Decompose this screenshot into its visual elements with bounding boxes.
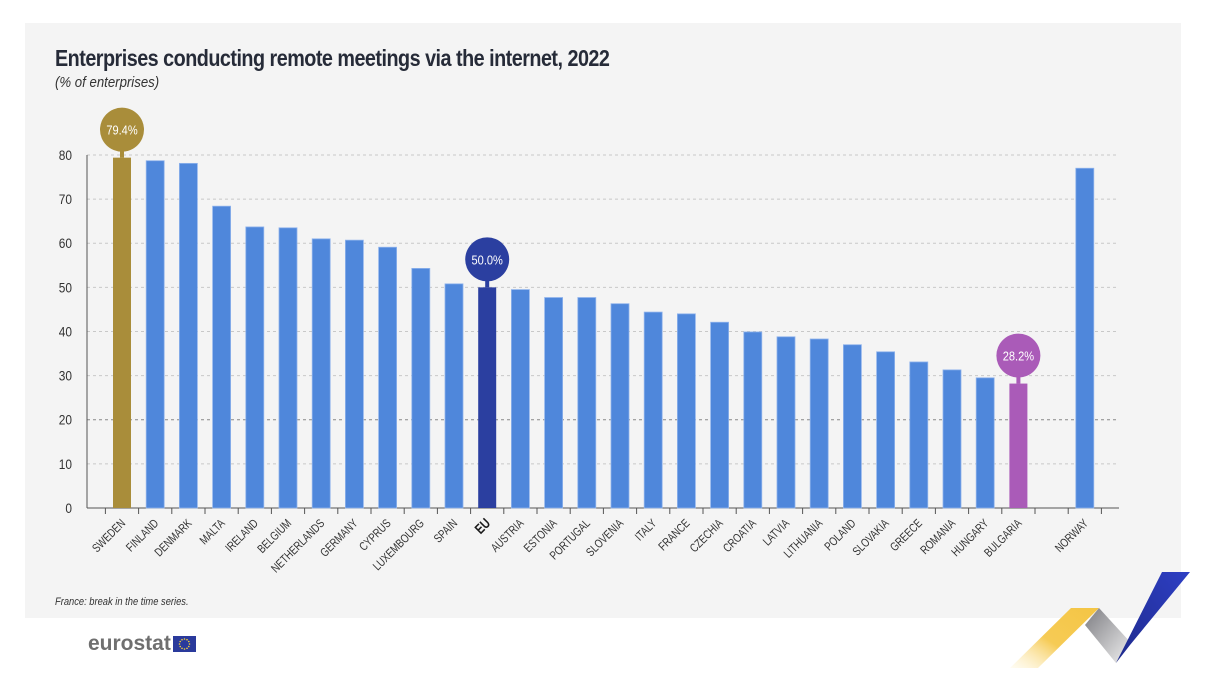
bars: [113, 157, 1095, 509]
bar-poland: [843, 344, 862, 509]
bar-belgium: [278, 227, 298, 509]
bar-finland: [145, 160, 165, 509]
bar-slovakia: [876, 351, 895, 509]
x-tick-label: NORWAY: [1053, 517, 1091, 555]
x-tick-label: IRELAND: [223, 517, 261, 555]
bar-spain: [444, 283, 464, 509]
y-tick-label: 0: [65, 500, 72, 516]
bar-czechia: [710, 321, 729, 509]
x-tick-label: SWEDEN: [90, 517, 128, 555]
callout-bubble: [996, 333, 1041, 378]
x-tick-label: DENMARK: [152, 516, 195, 559]
y-tick-label: 80: [59, 147, 72, 163]
x-tick-label: MALTA: [197, 516, 228, 547]
callout-label: 50.0%: [472, 253, 504, 268]
bar-netherlands: [311, 238, 331, 509]
bar-malta: [212, 205, 232, 509]
bar-greece: [909, 361, 929, 509]
axes: [86, 155, 1119, 514]
callout-label: 79.4%: [106, 123, 138, 138]
footnote: France: break in the time series.: [55, 596, 189, 608]
x-tick-label: EU: [472, 515, 494, 537]
x-tick-label: ITALY: [633, 517, 660, 544]
bar-lithuania: [809, 338, 829, 509]
value-callouts: 79.4% 50.0% 28.2%: [100, 107, 1041, 384]
x-tick-label: BULGARIA: [982, 516, 1025, 559]
callout-label: 28.2%: [1003, 349, 1035, 364]
bar-norway: [1075, 167, 1095, 509]
x-tick-label: CZECHIA: [687, 516, 726, 555]
bar-denmark: [178, 162, 198, 509]
callout-stem: [120, 149, 124, 158]
y-tick-label: 60: [59, 235, 72, 251]
bar-germany: [344, 239, 364, 509]
bar-eu: [478, 287, 497, 508]
logo-text: eurostat: [88, 632, 171, 655]
y-tick-label: 70: [59, 191, 72, 207]
bar-bulgaria: [1009, 383, 1028, 508]
bar-austria: [510, 289, 530, 509]
callout-stem: [485, 279, 490, 288]
x-tick-label: CROATIA: [721, 516, 760, 555]
callout-stem: [1016, 375, 1021, 384]
x-tick-label: SPAIN: [432, 517, 461, 546]
x-tick-label: AUSTRIA: [489, 516, 528, 555]
y-axis-ticks: 0 10 20 30 40 50 60 70 80: [59, 147, 72, 516]
x-tick-label: SLOVAKIA: [850, 516, 892, 558]
x-tick-label: FRANCE: [656, 517, 693, 554]
bar-croatia: [743, 331, 763, 509]
bar-slovenia: [610, 303, 630, 509]
y-tick-label: 40: [59, 324, 72, 340]
y-tick-label: 10: [59, 456, 72, 472]
bar-sweden: [113, 157, 131, 508]
eu-flag-icon: [172, 636, 196, 652]
bar-hungary: [975, 377, 995, 509]
bar-italy: [643, 311, 663, 509]
bar-france: [677, 313, 696, 509]
bar-luxembourg: [411, 268, 431, 509]
bar-ireland: [245, 226, 265, 509]
bar-portugal: [577, 297, 597, 509]
x-tick-label: SLOVENIA: [584, 516, 627, 559]
eurostat-logo: eurostat: [88, 632, 196, 656]
callout-bubble: [100, 107, 144, 152]
y-tick-label: 50: [59, 279, 72, 295]
bar-estonia: [544, 297, 563, 509]
chart-subtitle: (% of enterprises): [55, 74, 160, 91]
y-tick-label: 30: [59, 368, 72, 384]
decorative-ribbon-icon: [1010, 572, 1190, 668]
bar-latvia: [776, 336, 796, 509]
bar-cyprus: [378, 246, 398, 509]
bar-romania: [942, 369, 962, 509]
y-tick-label: 20: [59, 412, 72, 428]
callout-bubble: [465, 237, 510, 282]
gridlines: [87, 154, 1119, 465]
chart-title: Enterprises conducting remote meetings v…: [55, 45, 610, 71]
